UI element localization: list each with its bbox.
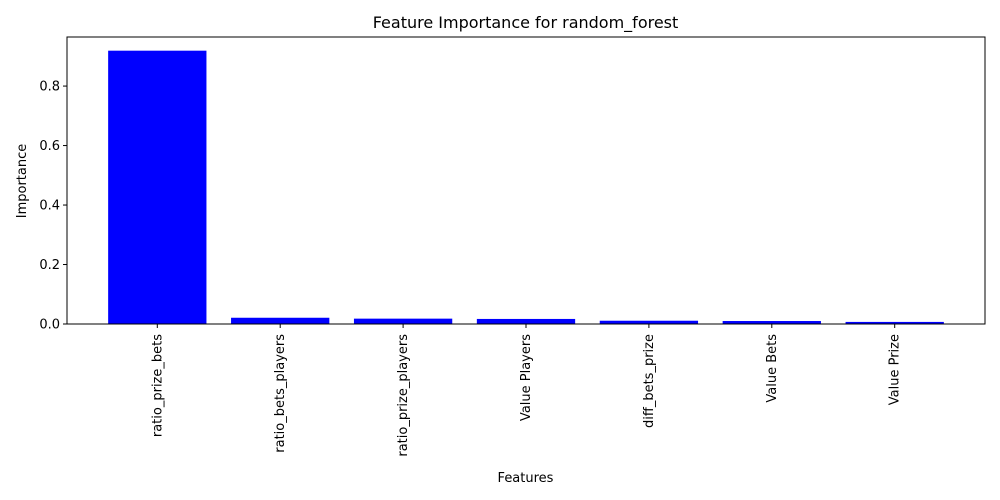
x-axis-ticks: ratio_prize_bets ratio_bets_players ratio_… xyxy=(150,324,903,457)
y-tick-label: 0.2 xyxy=(39,258,60,273)
bar xyxy=(845,321,944,324)
x-axis-label: Features xyxy=(498,471,554,486)
bar xyxy=(476,318,576,324)
y-tick-label: 0.4 xyxy=(39,199,60,214)
x-tick-label: Value Players xyxy=(519,334,534,421)
bars-group xyxy=(108,50,944,325)
bar xyxy=(722,321,821,324)
x-tick-label: Value Prize xyxy=(888,334,903,405)
plot-area-frame xyxy=(66,36,986,325)
chart-title: Feature Importance for random_forest xyxy=(373,13,679,33)
y-axis-ticks: 0.0 0.2 0.4 0.6 0.8 xyxy=(39,80,67,333)
bar xyxy=(353,318,453,324)
x-tick-label: ratio_prize_players xyxy=(396,334,411,457)
x-tick-label: Value Bets xyxy=(765,334,780,403)
bar xyxy=(599,320,699,324)
bar xyxy=(231,317,330,324)
x-tick-label: diff_bets_prize xyxy=(642,334,657,428)
y-axis-label: Importance xyxy=(15,144,30,219)
bar xyxy=(108,50,207,325)
x-tick-label: ratio_prize_bets xyxy=(150,334,165,437)
x-tick-label: ratio_bets_players xyxy=(273,334,288,453)
y-tick-label: 0.8 xyxy=(39,80,60,95)
y-tick-label: 0.6 xyxy=(39,139,60,154)
y-tick-label: 0.0 xyxy=(39,318,60,333)
